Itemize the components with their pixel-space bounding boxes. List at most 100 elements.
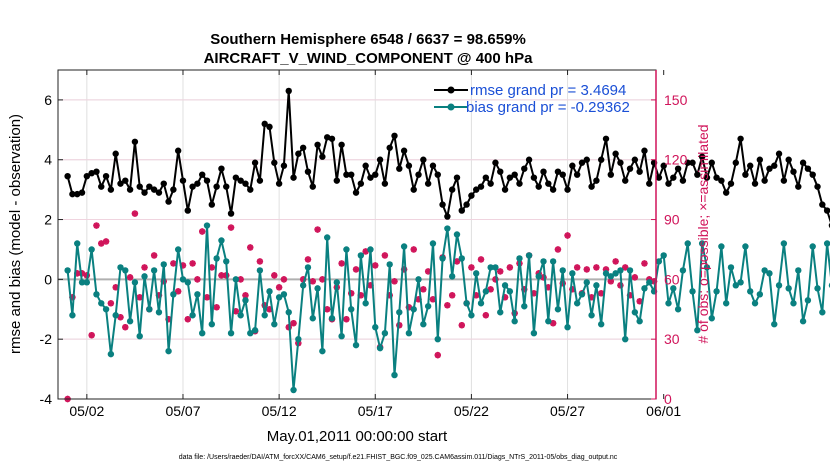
y-right-tick-label: 90 — [664, 212, 680, 228]
bias-point — [487, 264, 494, 271]
obs-assimilated-marker — [362, 248, 369, 255]
footer-data-file: data file: /Users/raeder/DAI/ATM_forcXX/… — [179, 454, 618, 461]
rmse-point — [439, 201, 446, 208]
obs-assimilated-marker — [530, 290, 538, 297]
obs-assimilated-marker — [189, 260, 196, 267]
obs-assimilated-marker — [102, 238, 110, 245]
bias-point — [429, 240, 437, 247]
obs-assimilated-marker — [165, 316, 172, 323]
bias-point — [405, 330, 413, 337]
rmse-point — [179, 177, 187, 184]
bias-point — [766, 270, 773, 277]
legend: rmse grand pr = 3.4694 bias grand pr = -… — [434, 82, 630, 116]
rmse-point — [117, 180, 124, 187]
rmse-point — [112, 150, 119, 157]
obs-assimilated-marker — [122, 324, 129, 331]
bias-point — [174, 246, 182, 253]
obs-assimilated-marker — [352, 266, 360, 273]
rmse-point — [165, 198, 172, 205]
obs-assimilated-marker — [271, 272, 278, 279]
bias-point — [64, 267, 71, 274]
bias-point — [251, 327, 259, 334]
bias-point — [819, 309, 826, 316]
bias-point — [722, 300, 730, 307]
bias-point — [275, 294, 283, 301]
bias-point — [285, 309, 292, 316]
rmse-point — [487, 180, 494, 187]
rmse-point — [718, 177, 725, 184]
bias-point — [482, 288, 490, 295]
rmse-point — [545, 180, 552, 187]
rmse-point — [93, 168, 100, 175]
obs-assimilated-marker — [323, 306, 331, 313]
obs-assimilated-marker — [117, 314, 124, 321]
bias-point — [117, 264, 124, 271]
obs-assimilated-marker — [131, 210, 139, 217]
rmse-point — [444, 213, 451, 220]
obs-assimilated-marker — [453, 258, 461, 265]
bias-point — [98, 300, 105, 307]
bias-line — [66, 224, 830, 391]
rmse-point — [223, 183, 230, 190]
rmse-point — [569, 162, 576, 169]
rmse-point — [751, 180, 759, 187]
rmse-series-layer — [64, 87, 830, 229]
bias-point — [751, 300, 759, 307]
bias-point — [506, 288, 514, 295]
bias-point — [492, 264, 499, 271]
rmse-point — [150, 186, 158, 193]
bias-point — [684, 240, 691, 247]
rmse-point — [174, 147, 182, 154]
obs-assimilated-marker — [275, 284, 283, 291]
bias-point — [376, 344, 384, 352]
obs-assimilated-marker — [227, 224, 235, 231]
rmse-point — [631, 156, 639, 163]
obs-assimilated-marker — [343, 316, 350, 323]
obs-assimilated-marker — [477, 256, 485, 263]
bias-point — [689, 288, 696, 295]
rmse-point — [405, 162, 413, 169]
obs-assimilated-marker — [607, 278, 615, 285]
bias-point — [247, 330, 254, 337]
rmse-point — [372, 171, 379, 178]
rmse-point — [386, 144, 393, 151]
rmse-point — [578, 159, 586, 166]
rmse-point — [213, 183, 220, 190]
obs-assimilated-marker — [107, 300, 115, 307]
obs-assimilated-marker — [386, 292, 393, 299]
rmse-point — [69, 190, 76, 198]
bias-point — [578, 291, 586, 298]
x-tick-label: 05/22 — [454, 403, 489, 419]
bias-point — [597, 321, 605, 328]
bias-point — [795, 267, 802, 274]
bias-point — [698, 240, 706, 247]
rmse-point — [367, 174, 374, 181]
obs-assimilated-marker — [88, 331, 95, 339]
x-axis-label: May.01,2011 00:00:00 start — [267, 428, 448, 445]
obs-assimilated-marker — [391, 278, 398, 285]
rmse-point — [761, 177, 768, 184]
y-left-tick-label: 4 — [44, 152, 52, 168]
bias-point — [569, 270, 576, 277]
rmse-point — [756, 156, 764, 163]
rmse-point — [775, 150, 783, 157]
obs-assimilated-marker — [473, 292, 480, 299]
bias-point — [670, 285, 677, 292]
rmse-point — [218, 165, 225, 172]
obs-assimilated-marker — [626, 292, 634, 299]
bias-point — [367, 246, 374, 253]
obs-assimilated-marker — [170, 260, 177, 267]
bias-point — [737, 279, 744, 286]
obs-assimilated-marker — [93, 222, 100, 229]
bias-point — [242, 297, 249, 304]
rmse-point — [636, 168, 643, 175]
obs-assimilated-marker — [631, 274, 639, 281]
bias-point — [530, 330, 538, 337]
bias-point — [410, 306, 417, 313]
rmse-point — [674, 165, 682, 172]
bias-point — [641, 285, 648, 292]
bias-point — [299, 282, 307, 289]
rmse-point — [410, 186, 417, 193]
rmse-point — [540, 168, 547, 175]
